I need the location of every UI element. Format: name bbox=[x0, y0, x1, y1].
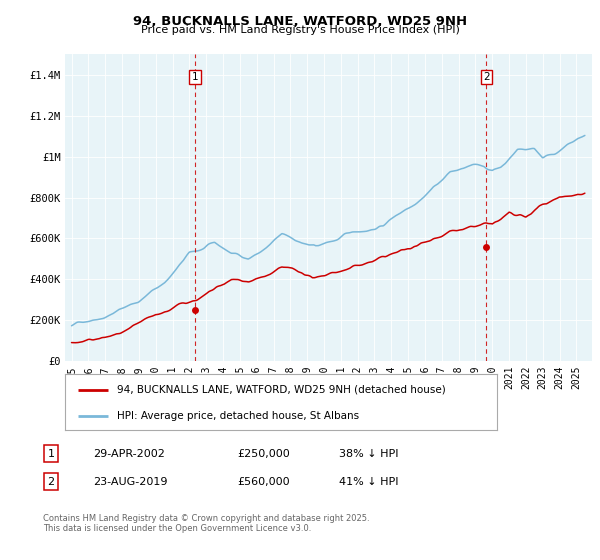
Text: 38% ↓ HPI: 38% ↓ HPI bbox=[339, 449, 398, 459]
Text: 94, BUCKNALLS LANE, WATFORD, WD25 9NH: 94, BUCKNALLS LANE, WATFORD, WD25 9NH bbox=[133, 15, 467, 27]
Text: 41% ↓ HPI: 41% ↓ HPI bbox=[339, 477, 398, 487]
Text: 23-AUG-2019: 23-AUG-2019 bbox=[93, 477, 167, 487]
Text: £250,000: £250,000 bbox=[237, 449, 290, 459]
Text: 2: 2 bbox=[483, 72, 490, 82]
Text: £560,000: £560,000 bbox=[237, 477, 290, 487]
Text: Contains HM Land Registry data © Crown copyright and database right 2025.
This d: Contains HM Land Registry data © Crown c… bbox=[43, 514, 370, 534]
Text: 29-APR-2002: 29-APR-2002 bbox=[93, 449, 165, 459]
Text: 2: 2 bbox=[47, 477, 55, 487]
Text: 94, BUCKNALLS LANE, WATFORD, WD25 9NH (detached house): 94, BUCKNALLS LANE, WATFORD, WD25 9NH (d… bbox=[116, 385, 445, 395]
Text: 1: 1 bbox=[191, 72, 198, 82]
Text: 1: 1 bbox=[47, 449, 55, 459]
Text: HPI: Average price, detached house, St Albans: HPI: Average price, detached house, St A… bbox=[116, 411, 359, 421]
Text: Price paid vs. HM Land Registry's House Price Index (HPI): Price paid vs. HM Land Registry's House … bbox=[140, 25, 460, 35]
